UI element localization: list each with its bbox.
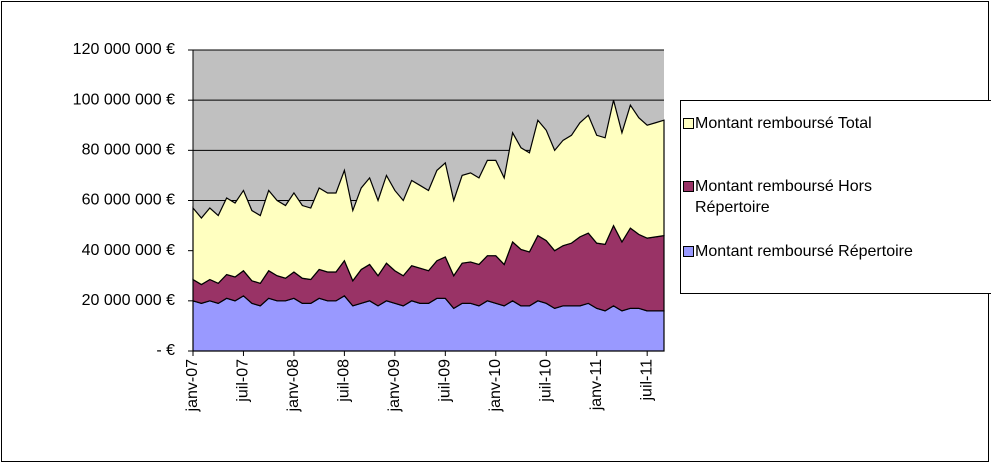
legend-label: Montant remboursé Hors Répertoire — [695, 178, 872, 216]
x-tick-label: janv-07 — [184, 359, 201, 413]
x-tick-label: juil-09 — [437, 359, 454, 403]
y-tick-label: - € — [156, 342, 175, 359]
x-tick-label: juil-08 — [336, 359, 353, 403]
x-tick-label: janv-10 — [487, 359, 504, 413]
y-tick-label: 60 000 000 € — [82, 192, 176, 209]
x-tick-label: janv-09 — [386, 359, 403, 413]
y-tick-label: 80 000 000 € — [82, 142, 176, 159]
legend-swatch — [683, 181, 694, 192]
legend-swatch — [683, 246, 694, 257]
x-tick-label: juil-11 — [638, 359, 655, 402]
legend-label: Montant remboursé Répertoire — [695, 243, 913, 260]
legend-item: Montant remboursé Hors Répertoire — [683, 176, 935, 218]
x-tick-label: janv-08 — [285, 359, 302, 413]
x-tick-label: juil-07 — [235, 359, 252, 403]
legend: Montant remboursé Total Montant remboursé… — [680, 100, 991, 294]
y-tick-label: 100 000 000 € — [73, 91, 175, 108]
legend-item: Montant remboursé Total — [683, 113, 935, 134]
y-tick-label: 120 000 000 € — [73, 41, 175, 58]
legend-label: Montant remboursé Total — [695, 115, 872, 132]
x-tick-label: janv-11 — [588, 359, 605, 411]
y-tick-label: 20 000 000 € — [82, 292, 176, 309]
area — [192, 100, 665, 286]
x-tick-label: juil-10 — [537, 359, 554, 403]
legend-item: Montant remboursé Répertoire — [683, 241, 935, 262]
y-tick-label: 40 000 000 € — [82, 242, 176, 259]
legend-swatch — [683, 118, 694, 129]
